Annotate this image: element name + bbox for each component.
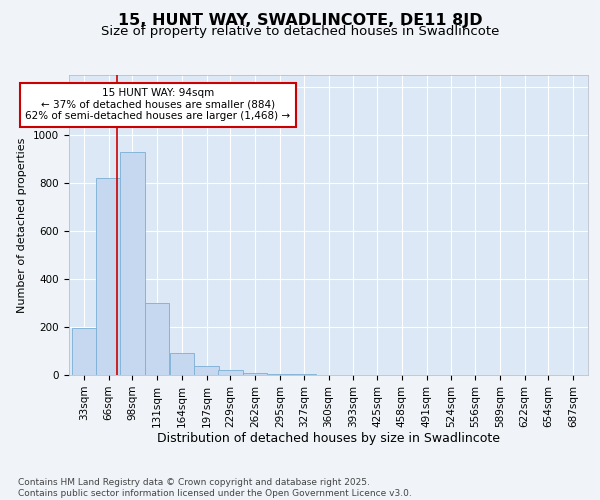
Text: Contains HM Land Registry data © Crown copyright and database right 2025.
Contai: Contains HM Land Registry data © Crown c… bbox=[18, 478, 412, 498]
Text: 15, HUNT WAY, SWADLINCOTE, DE11 8JD: 15, HUNT WAY, SWADLINCOTE, DE11 8JD bbox=[118, 12, 482, 28]
Bar bbox=[268, 374, 292, 375]
Bar bbox=[145, 303, 169, 375]
Bar bbox=[97, 178, 121, 375]
Text: Size of property relative to detached houses in Swadlincote: Size of property relative to detached ho… bbox=[101, 25, 499, 38]
Y-axis label: Number of detached properties: Number of detached properties bbox=[17, 138, 28, 312]
Bar bbox=[194, 366, 218, 375]
Bar bbox=[72, 328, 96, 375]
Bar bbox=[292, 374, 316, 375]
Bar bbox=[170, 354, 194, 375]
Text: 15 HUNT WAY: 94sqm
← 37% of detached houses are smaller (884)
62% of semi-detach: 15 HUNT WAY: 94sqm ← 37% of detached hou… bbox=[25, 88, 290, 122]
X-axis label: Distribution of detached houses by size in Swadlincote: Distribution of detached houses by size … bbox=[157, 432, 500, 446]
Bar bbox=[218, 370, 242, 375]
Bar bbox=[243, 373, 267, 375]
Bar bbox=[121, 152, 145, 375]
